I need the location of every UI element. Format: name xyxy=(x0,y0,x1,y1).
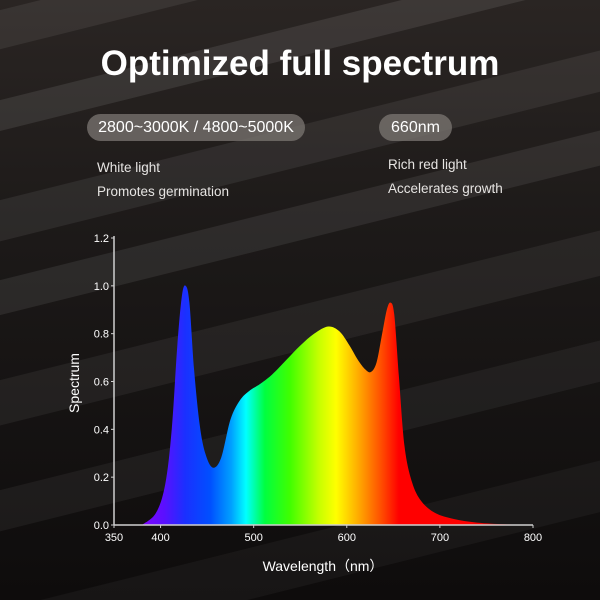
y-axis-ticks: 0.0 0.2 0.4 0.6 0.8 1.0 1.2 xyxy=(94,233,114,532)
x-axis-label: Wavelength（nm） xyxy=(263,558,384,574)
germination-label: Promotes germination xyxy=(97,184,230,199)
spectrum-area xyxy=(141,285,533,525)
y-tick-label: 0.2 xyxy=(94,472,109,484)
x-tick-label: 600 xyxy=(338,532,356,544)
x-tick-label: 500 xyxy=(244,532,262,544)
color-temperature-badge: 2800~3000K / 4800~5000K xyxy=(87,114,305,141)
y-axis-label: Spectrum xyxy=(66,353,82,413)
x-tick-label: 400 xyxy=(151,532,169,544)
y-tick-label: 1.2 xyxy=(94,233,109,245)
x-tick-label: 800 xyxy=(524,532,542,544)
y-tick-label: 0.4 xyxy=(94,424,109,436)
wavelength-badge: 660nm xyxy=(379,114,452,141)
x-tick-label: 700 xyxy=(431,532,449,544)
y-tick-label: 0.0 xyxy=(94,520,109,532)
x-axis-ticks: 350 400 500 600 700 800 xyxy=(105,525,542,544)
y-tick-label: 0.8 xyxy=(94,329,109,341)
growth-label: Accelerates growth xyxy=(388,181,503,196)
x-tick-label: 350 xyxy=(105,532,123,544)
page-title: Optimized full spectrum xyxy=(100,44,500,83)
y-tick-label: 1.0 xyxy=(94,281,109,293)
y-tick-label: 0.6 xyxy=(94,377,109,389)
white-light-label: White light xyxy=(97,160,161,175)
red-light-label: Rich red light xyxy=(388,157,467,172)
